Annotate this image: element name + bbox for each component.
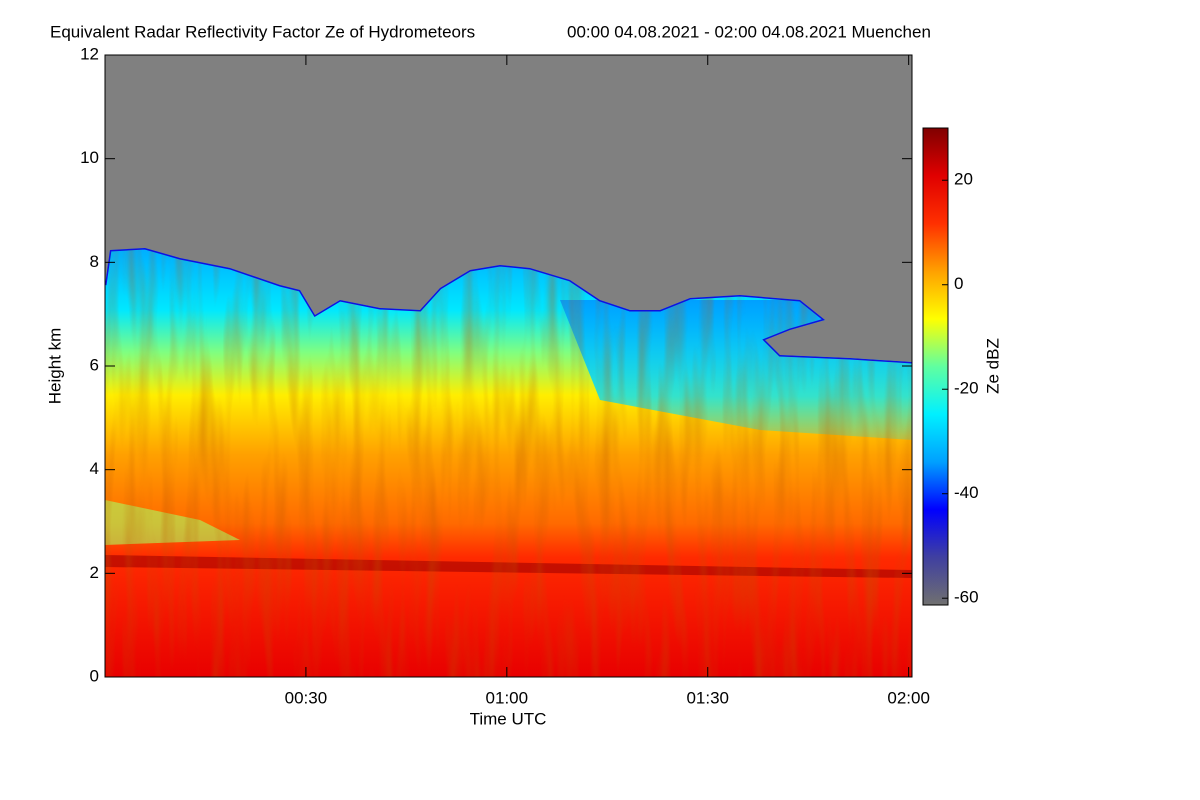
colorbar-tick-label: 20	[954, 170, 973, 189]
x-tick-label: 01:00	[486, 688, 529, 707]
chart-subtitle: 00:00 04.08.2021 - 02:00 04.08.2021 Muen…	[567, 22, 931, 41]
x-axis-label: Time UTC	[470, 709, 547, 728]
colorbar-tick-label: -60	[954, 588, 979, 607]
y-tick-label: 6	[90, 355, 99, 374]
x-tick-label: 00:30	[285, 688, 328, 707]
chart-title: Equivalent Radar Reflectivity Factor Ze …	[50, 22, 475, 41]
y-tick-label: 2	[90, 563, 99, 582]
x-tick-label: 01:30	[686, 688, 729, 707]
colorbar-tick-label: -40	[954, 483, 979, 502]
y-tick-label: 8	[90, 252, 99, 271]
colorbar-tick-label: 0	[954, 274, 963, 293]
plot-field	[104, 54, 913, 678]
y-tick-label: 0	[90, 666, 99, 685]
colorbar-tick-label: -20	[954, 379, 979, 398]
x-tick-label: 02:00	[887, 688, 930, 707]
colorbar	[922, 127, 949, 606]
y-tick-label: 4	[90, 459, 99, 478]
echo-texture	[105, 248, 912, 677]
y-tick-label: 12	[80, 44, 99, 63]
y-axis-label: Height km	[45, 328, 64, 405]
y-tick-label: 10	[80, 148, 99, 167]
echo-top-edge	[105, 248, 912, 364]
colorbar-label: Ze dBZ	[983, 338, 1002, 394]
